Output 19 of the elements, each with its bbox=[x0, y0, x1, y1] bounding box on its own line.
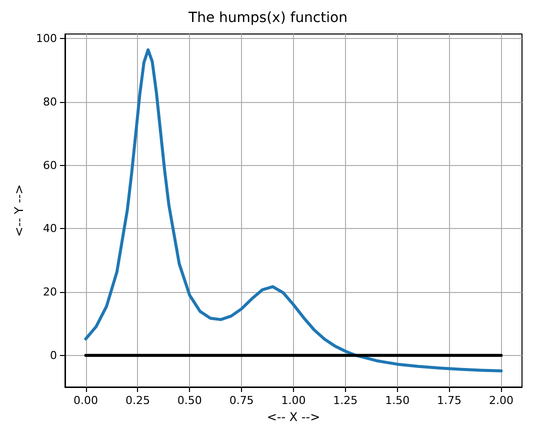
y-tick-label: 100 bbox=[36, 32, 57, 46]
x-tick-label: 0.25 bbox=[125, 394, 150, 407]
y-axis-title: <-- Y --> bbox=[12, 184, 26, 237]
chart-title: The humps(x) function bbox=[188, 10, 348, 26]
x-tick-label: 0.50 bbox=[177, 394, 202, 407]
y-tick-label: 80 bbox=[43, 96, 57, 109]
line-series bbox=[84, 48, 503, 372]
y-tick-label: 60 bbox=[43, 158, 57, 172]
x-tick-label: 2.00 bbox=[488, 394, 514, 407]
x-tick-label: 1.00 bbox=[281, 394, 306, 407]
x-tick-label: 0.00 bbox=[74, 394, 98, 407]
y-tick-label: 40 bbox=[43, 222, 57, 236]
y-tick-label: 20 bbox=[43, 286, 57, 299]
x-axis-title: <-- X --> bbox=[266, 410, 320, 424]
x-tick-label: 1.75 bbox=[437, 394, 462, 407]
x-tick-label: 1.25 bbox=[333, 394, 358, 407]
y-tick-label: 0 bbox=[50, 348, 57, 362]
x-tick-label: 0.75 bbox=[229, 394, 254, 407]
x-tick-label: 1.50 bbox=[385, 394, 410, 407]
